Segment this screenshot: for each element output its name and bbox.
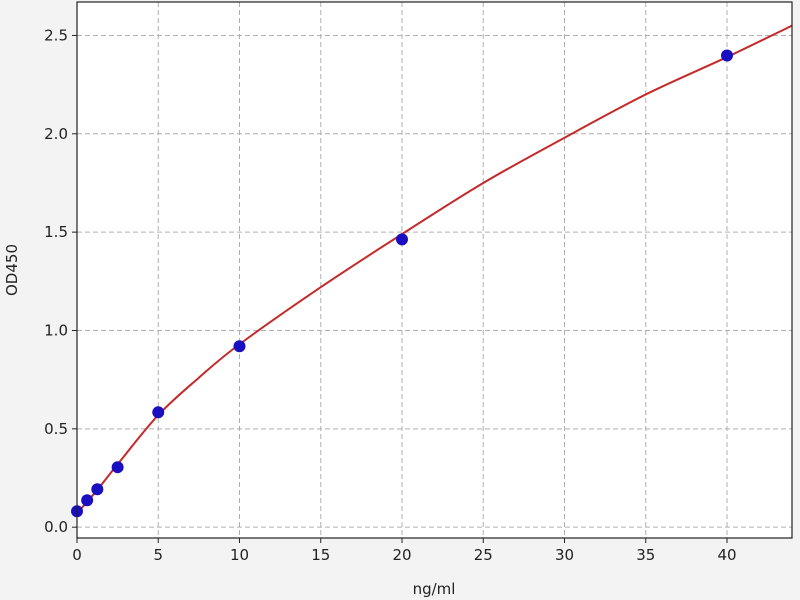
- y-tick-label: 0.0: [44, 518, 68, 536]
- x-tick-label: 5: [153, 546, 163, 564]
- x-tick-label: 40: [717, 546, 736, 564]
- y-tick-label: 2.0: [44, 125, 68, 143]
- x-tick-label: 10: [230, 546, 249, 564]
- x-axis-label: ng/ml: [413, 580, 456, 598]
- fit-curve-layer: [76, 24, 793, 515]
- x-tick-label: 30: [555, 546, 574, 564]
- data-point: [91, 483, 104, 496]
- plot-frame: [76, 1, 793, 539]
- data-point: [396, 233, 408, 246]
- data-point: [81, 494, 94, 507]
- grid: [76, 2, 792, 538]
- data-points-layer: [71, 49, 733, 518]
- data-point: [721, 49, 733, 62]
- x-tick-label: 0: [72, 546, 82, 564]
- fit-curve: [76, 24, 793, 515]
- x-axis-ticks: 0 5 10 15 20 25 30 35 40: [72, 538, 737, 564]
- data-point: [233, 340, 246, 353]
- x-tick-label: 25: [474, 546, 493, 564]
- x-tick-label: 20: [392, 546, 411, 564]
- y-axis-label: OD450: [3, 244, 21, 296]
- y-tick-label: 1.0: [44, 321, 68, 339]
- y-axis-ticks: 0.0 0.5 1.0 1.5 2.0 2.5: [44, 26, 77, 536]
- y-tick-label: 2.5: [44, 26, 68, 44]
- x-tick-label: 15: [311, 546, 330, 564]
- y-tick-label: 0.5: [44, 420, 68, 438]
- x-tick-label: 35: [636, 546, 655, 564]
- plot-area: [77, 2, 792, 538]
- y-tick-label: 1.5: [44, 223, 68, 241]
- data-point: [152, 406, 165, 419]
- data-point: [111, 461, 124, 474]
